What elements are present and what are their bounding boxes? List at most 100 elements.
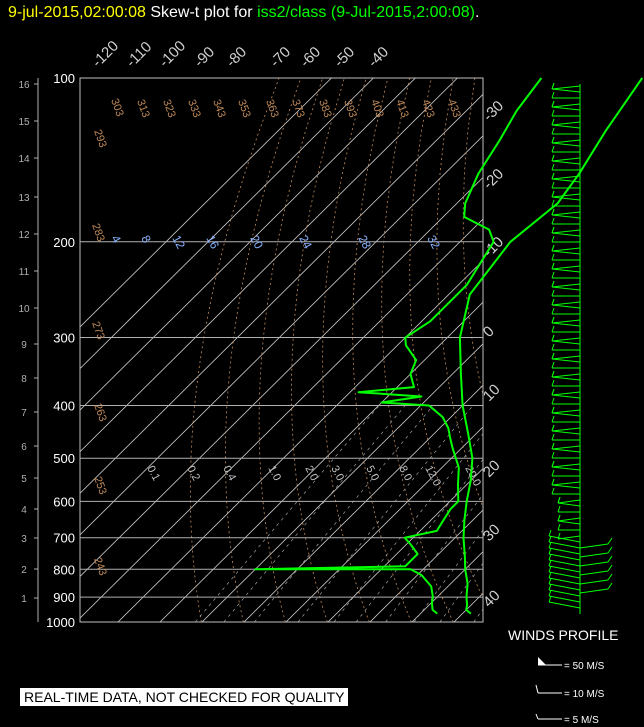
wind-barb: [551, 196, 581, 201]
temp-right-tick-label: -30: [480, 97, 507, 124]
wind-barb-flag: [551, 397, 555, 405]
mixing-ratio-label-lower: 3.0: [328, 464, 346, 483]
wind-barb: [579, 561, 609, 567]
wind-barb: [548, 577, 581, 585]
wind-barb: [551, 445, 581, 450]
plot-frame: [79, 77, 484, 623]
mixing-ratio-line: [355, 458, 483, 622]
wind-barb-flag: [551, 487, 555, 495]
height-tick-label: 5: [21, 474, 27, 485]
wind-barb: [579, 579, 609, 585]
wind-barb: [551, 124, 581, 129]
dry-adiabat-label: 333: [185, 98, 203, 119]
wind-barb-flag: [551, 271, 555, 279]
wind-legend-label: = 5 M/S: [564, 715, 599, 726]
dry-adiabat-label: 363: [263, 98, 281, 119]
dry-adiabat-label: 433: [445, 98, 463, 119]
height-tick-label: 9: [21, 340, 27, 351]
wind-barb-flag: [551, 433, 555, 441]
wind-barb-flag: [551, 478, 555, 486]
wind-barb-flag: [551, 91, 555, 99]
dry-adiabat-line: [627, 78, 644, 622]
wind-barb-flag: [551, 253, 555, 261]
wind-barb-flag: [551, 406, 555, 414]
wind-barb: [551, 391, 581, 396]
wind-barb: [551, 121, 581, 126]
wind-legend-flag: [535, 713, 539, 720]
pressure-tick-label: 700: [53, 531, 75, 546]
wind-barb: [551, 286, 581, 291]
wind-barb: [557, 520, 581, 525]
wind-barb: [551, 229, 581, 234]
wind-barb: [551, 88, 581, 93]
wind-barb: [551, 448, 581, 453]
wind-barb: [548, 559, 581, 567]
wind-barb-flag: [548, 535, 552, 543]
wind-barb-flag: [551, 298, 555, 306]
mixing-ratio-label: 8: [138, 233, 154, 246]
wind-barb: [557, 502, 581, 507]
wind-barb: [548, 583, 581, 591]
wind-barb: [551, 337, 581, 342]
height-tick-label: 12: [18, 230, 30, 241]
isotherm-line: [285, 426, 483, 622]
isotherm-line: [80, 78, 374, 370]
wind-barb-flag: [551, 388, 555, 396]
qc-notice: REAL-TIME DATA, NOT CHECKED FOR QUALITY: [20, 688, 349, 706]
wind-barb: [551, 157, 581, 162]
wind-barb-flag: [557, 505, 561, 513]
wind-barb-flag: [557, 514, 561, 522]
wind-barb-flag: [551, 334, 555, 342]
wind-barb: [551, 178, 581, 183]
height-tick-label: 14: [18, 154, 30, 165]
wind-barb-flag: [551, 136, 555, 144]
wind-barb-flag: [548, 577, 552, 585]
wind-barb: [548, 535, 581, 543]
dry-adiabat-label: 253: [91, 475, 109, 496]
pressure-tick-label: 900: [53, 590, 75, 605]
mixing-ratio-label: 16: [203, 233, 222, 252]
dry-adiabat-label: 423: [419, 98, 437, 119]
wind-barb: [551, 103, 581, 108]
wind-barb: [551, 247, 581, 252]
wind-barb: [551, 85, 581, 90]
pressure-tick-label: 300: [53, 331, 75, 346]
dry-adiabat-label: 383: [316, 98, 334, 119]
dewpoint-trace: [254, 77, 543, 615]
wind-barb-flag: [551, 415, 555, 423]
wind-barb: [551, 466, 581, 471]
temp-top-tick-label: -40: [365, 43, 392, 70]
height-tick-label: 4: [21, 505, 27, 516]
wind-barb-flag: [551, 424, 555, 432]
mixing-ratio-label-lower: 0.1: [144, 464, 162, 483]
wind-barb-flag: [551, 307, 555, 315]
wind-barb: [551, 427, 581, 432]
wind-barb: [551, 319, 581, 324]
wind-barb: [579, 543, 609, 549]
temp-top-tick-label: -70: [267, 43, 294, 70]
pressure-tick-label: 1000: [46, 615, 75, 630]
title-text: Skew-t plot for: [150, 4, 253, 21]
wind-barb: [551, 355, 581, 360]
pressure-tick-label: 500: [53, 451, 75, 466]
mixing-ratio-label: 20: [247, 233, 266, 252]
wind-barb: [548, 571, 581, 579]
dry-adiabat-label: 373: [289, 98, 307, 119]
mixing-ratio-label-lower: 1.0: [265, 464, 283, 483]
height-tick-label: 6: [21, 442, 27, 453]
isotherm-line: [80, 176, 483, 578]
pressure-tick-label: 600: [53, 494, 75, 509]
temp-top-tick-label: -80: [223, 43, 250, 70]
mixing-ratio-label-lower: 8.0: [396, 464, 414, 483]
wind-barb: [551, 139, 581, 144]
wind-barb: [579, 588, 609, 594]
dry-adiabat-label: 313: [134, 98, 152, 119]
pressure-tick-label: 400: [53, 399, 75, 414]
wind-barb-flag: [557, 523, 561, 531]
dry-adiabat-line: [291, 78, 345, 622]
mixing-ratio-label: 32: [424, 233, 443, 252]
wind-barb: [551, 376, 581, 381]
isotherm-line: [243, 384, 483, 622]
wind-barb-flag: [551, 100, 555, 108]
wind-barb-flag: [548, 589, 552, 597]
